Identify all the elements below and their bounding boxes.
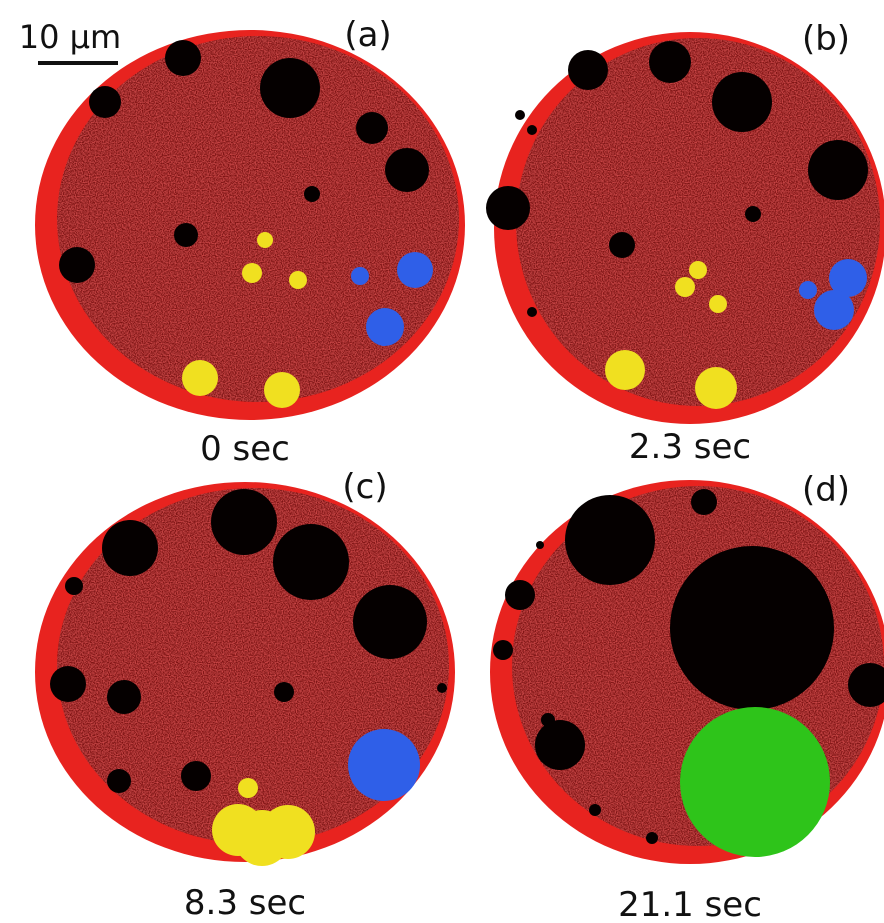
- droplet: [397, 252, 433, 288]
- panel-time: 8.3 sec: [184, 883, 306, 923]
- droplet: [709, 295, 727, 313]
- droplet: [264, 372, 300, 408]
- droplet: [486, 186, 530, 230]
- droplet: [353, 585, 427, 659]
- droplet: [273, 524, 349, 600]
- panel-label: (b): [802, 19, 850, 59]
- droplet: [274, 682, 294, 702]
- droplet: [505, 580, 535, 610]
- droplet: [675, 277, 695, 297]
- droplet: [536, 541, 544, 549]
- droplet: [568, 50, 608, 90]
- panel-label: (c): [342, 467, 387, 507]
- droplet: [351, 267, 369, 285]
- page: 10 µm (a) 0 sec (b) 2.3 sec (c) 8.3 sec …: [0, 0, 884, 923]
- droplet: [385, 148, 429, 192]
- droplet: [646, 832, 658, 844]
- droplet: [565, 495, 655, 585]
- droplet: [356, 112, 388, 144]
- droplet: [182, 360, 218, 396]
- droplet: [680, 707, 830, 857]
- droplet: [814, 290, 854, 330]
- droplet: [691, 489, 717, 515]
- figure: 10 µm (a) 0 sec (b) 2.3 sec (c) 8.3 sec …: [0, 0, 884, 923]
- cell-interior: [57, 36, 459, 402]
- droplet: [165, 40, 201, 76]
- droplet: [238, 778, 258, 798]
- scale-bar-label: 10 µm: [19, 18, 121, 56]
- droplet: [670, 546, 834, 710]
- droplet: [527, 307, 537, 317]
- droplet: [242, 263, 262, 283]
- droplet: [609, 232, 635, 258]
- scale-bar: [38, 61, 118, 65]
- droplet: [211, 489, 277, 555]
- droplet: [65, 577, 83, 595]
- cell-interior: [516, 38, 880, 406]
- droplet: [50, 666, 86, 702]
- droplet: [649, 41, 691, 83]
- droplet: [257, 232, 273, 248]
- droplet: [493, 640, 513, 660]
- droplet-layer: [35, 30, 884, 866]
- droplet: [527, 125, 537, 135]
- droplet: [799, 281, 817, 299]
- droplet: [289, 271, 307, 289]
- droplet: [366, 308, 404, 346]
- droplet: [304, 186, 320, 202]
- droplet: [605, 350, 645, 390]
- droplet: [808, 140, 868, 200]
- panel-time: 21.1 sec: [618, 885, 762, 923]
- droplet: [107, 680, 141, 714]
- droplet: [695, 367, 737, 409]
- droplet: [745, 206, 761, 222]
- panel-time: 0 sec: [200, 429, 290, 469]
- droplet: [89, 86, 121, 118]
- droplet: [107, 769, 131, 793]
- droplet: [59, 247, 95, 283]
- droplet: [181, 761, 211, 791]
- droplet: [589, 804, 601, 816]
- droplet: [260, 58, 320, 118]
- droplet: [174, 223, 198, 247]
- droplet: [348, 729, 420, 801]
- droplet: [234, 810, 290, 866]
- droplet: [535, 720, 585, 770]
- panel-label: (a): [344, 15, 391, 55]
- droplet: [712, 72, 772, 132]
- droplet: [515, 110, 525, 120]
- droplet: [102, 520, 158, 576]
- droplet: [437, 683, 447, 693]
- droplet: [689, 261, 707, 279]
- panel-time: 2.3 sec: [629, 427, 751, 467]
- panel-label: (d): [802, 470, 850, 510]
